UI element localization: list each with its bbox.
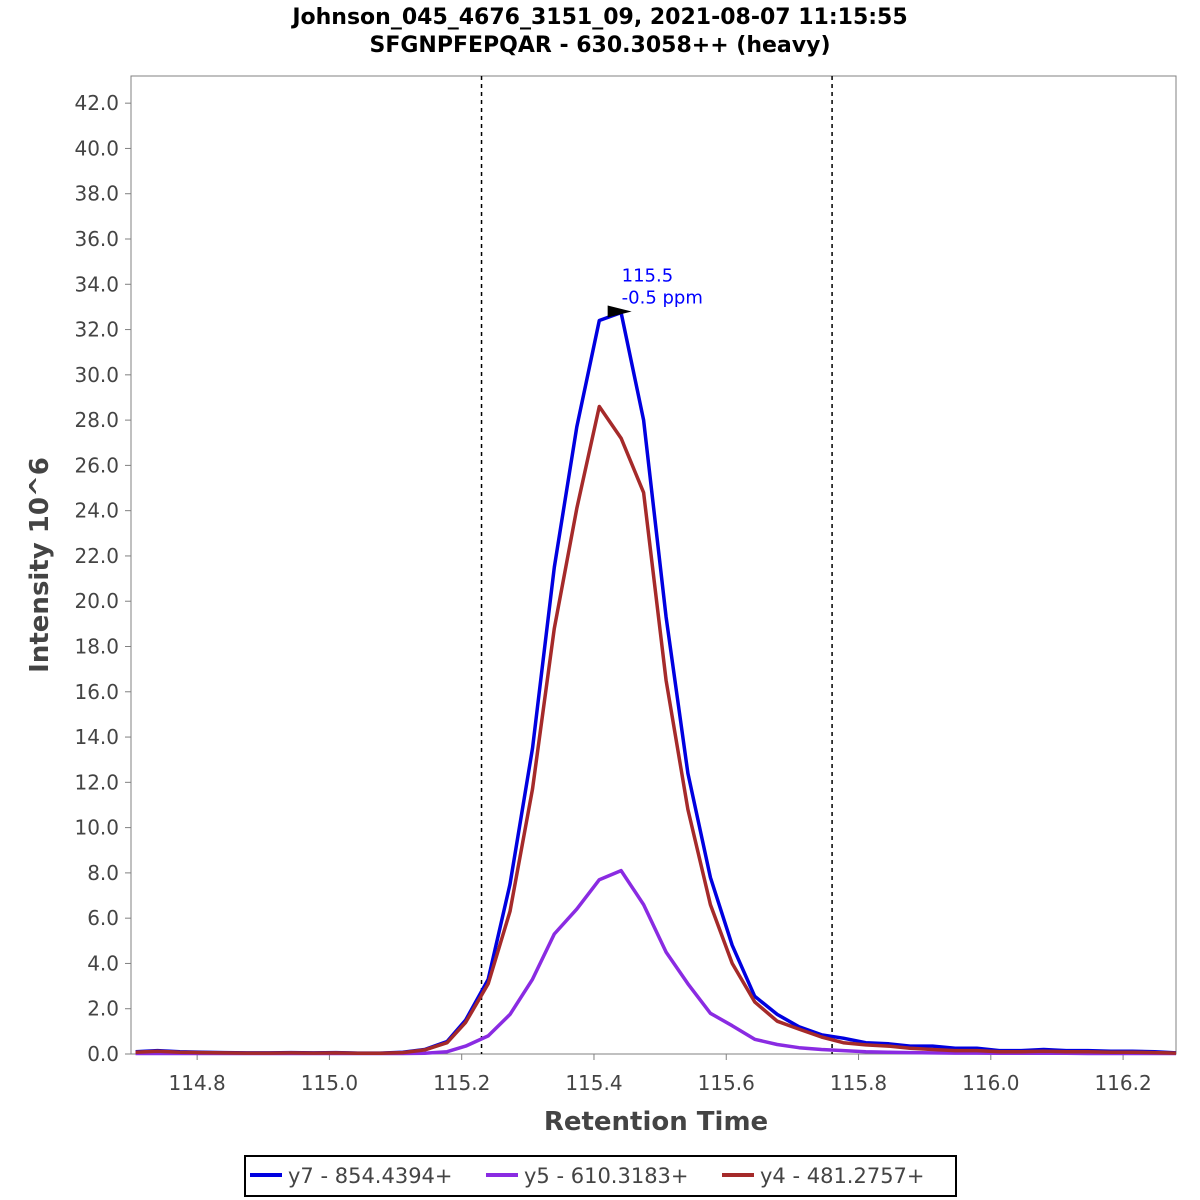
y-tick-label: 20.0 [74, 589, 119, 613]
y-tick-label: 28.0 [74, 408, 119, 432]
y-tick-label: 22.0 [74, 544, 119, 568]
y-tick-label: 18.0 [74, 635, 119, 659]
x-tick-label: 115.8 [830, 1071, 887, 1095]
x-tick-label: 116.0 [962, 1071, 1019, 1095]
x-tick-label: 115.6 [698, 1071, 755, 1095]
legend-label: y7 - 854.4394+ [288, 1164, 453, 1188]
series-lines [135, 310, 1177, 1056]
legend: y7 - 854.4394+ y5 - 610.3183+ y4 - 481.275… [244, 1155, 957, 1197]
y-tick-label: 8.0 [87, 861, 119, 885]
y-tick-label: 14.0 [74, 725, 119, 749]
integration-boundaries [480, 76, 833, 1054]
y-tick-label: 38.0 [74, 182, 119, 206]
x-axis-title: Retention Time [544, 1107, 768, 1137]
y-tick-label: 42.0 [74, 91, 119, 115]
y-tick-label: 26.0 [74, 453, 119, 477]
x-axis: 114.8 115.0 115.2 115.4 115.6 115.8 116.0 116.2 [169, 1054, 1152, 1095]
x-tick-label: 115.2 [433, 1071, 490, 1095]
peak-ppm-label: -0.5 ppm [622, 287, 703, 308]
x-tick-label: 115.0 [301, 1071, 358, 1095]
legend-label: y5 - 610.3183+ [524, 1164, 689, 1188]
chart-title: Johnson_045_4676_3151_09, 2021-08-07 11:… [290, 5, 907, 30]
y-tick-label: 32.0 [74, 318, 119, 342]
y-tick-label: 10.0 [74, 816, 119, 840]
series-line [135, 404, 1177, 1056]
chart-subtitle: SFGNPFEPQAR - 630.3058++ (heavy) [369, 33, 830, 58]
y-tick-label: 6.0 [87, 906, 119, 930]
y-tick-label: 12.0 [74, 770, 119, 794]
y-tick-label: 36.0 [74, 227, 119, 251]
y-tick-label: 0.0 [87, 1042, 119, 1066]
y-tick-label: 34.0 [74, 272, 119, 296]
y-tick-label: 2.0 [87, 997, 119, 1021]
peak-rt-label: 115.5 [622, 265, 674, 286]
x-tick-label: 116.2 [1094, 1071, 1151, 1095]
legend-box [244, 1155, 957, 1197]
y-tick-label: 30.0 [74, 363, 119, 387]
y-axis: 0.0 2.0 4.0 6.0 8.0 10.0 12.0 14.0 16.0 18.0 20.0 2… [74, 91, 131, 1066]
peak-arrow-icon [607, 305, 632, 318]
y-tick-label: 16.0 [74, 680, 119, 704]
y-tick-label: 24.0 [74, 499, 119, 523]
y-tick-label: 4.0 [87, 951, 119, 975]
x-tick-label: 115.4 [565, 1071, 622, 1095]
legend-label: y4 - 481.2757+ [760, 1164, 925, 1188]
y-axis-title: Intensity 10^6 [25, 457, 55, 673]
y-tick-label: 40.0 [74, 136, 119, 160]
peak-annotation: 115.5 -0.5 ppm [607, 265, 703, 318]
x-tick-label: 114.8 [169, 1071, 226, 1095]
